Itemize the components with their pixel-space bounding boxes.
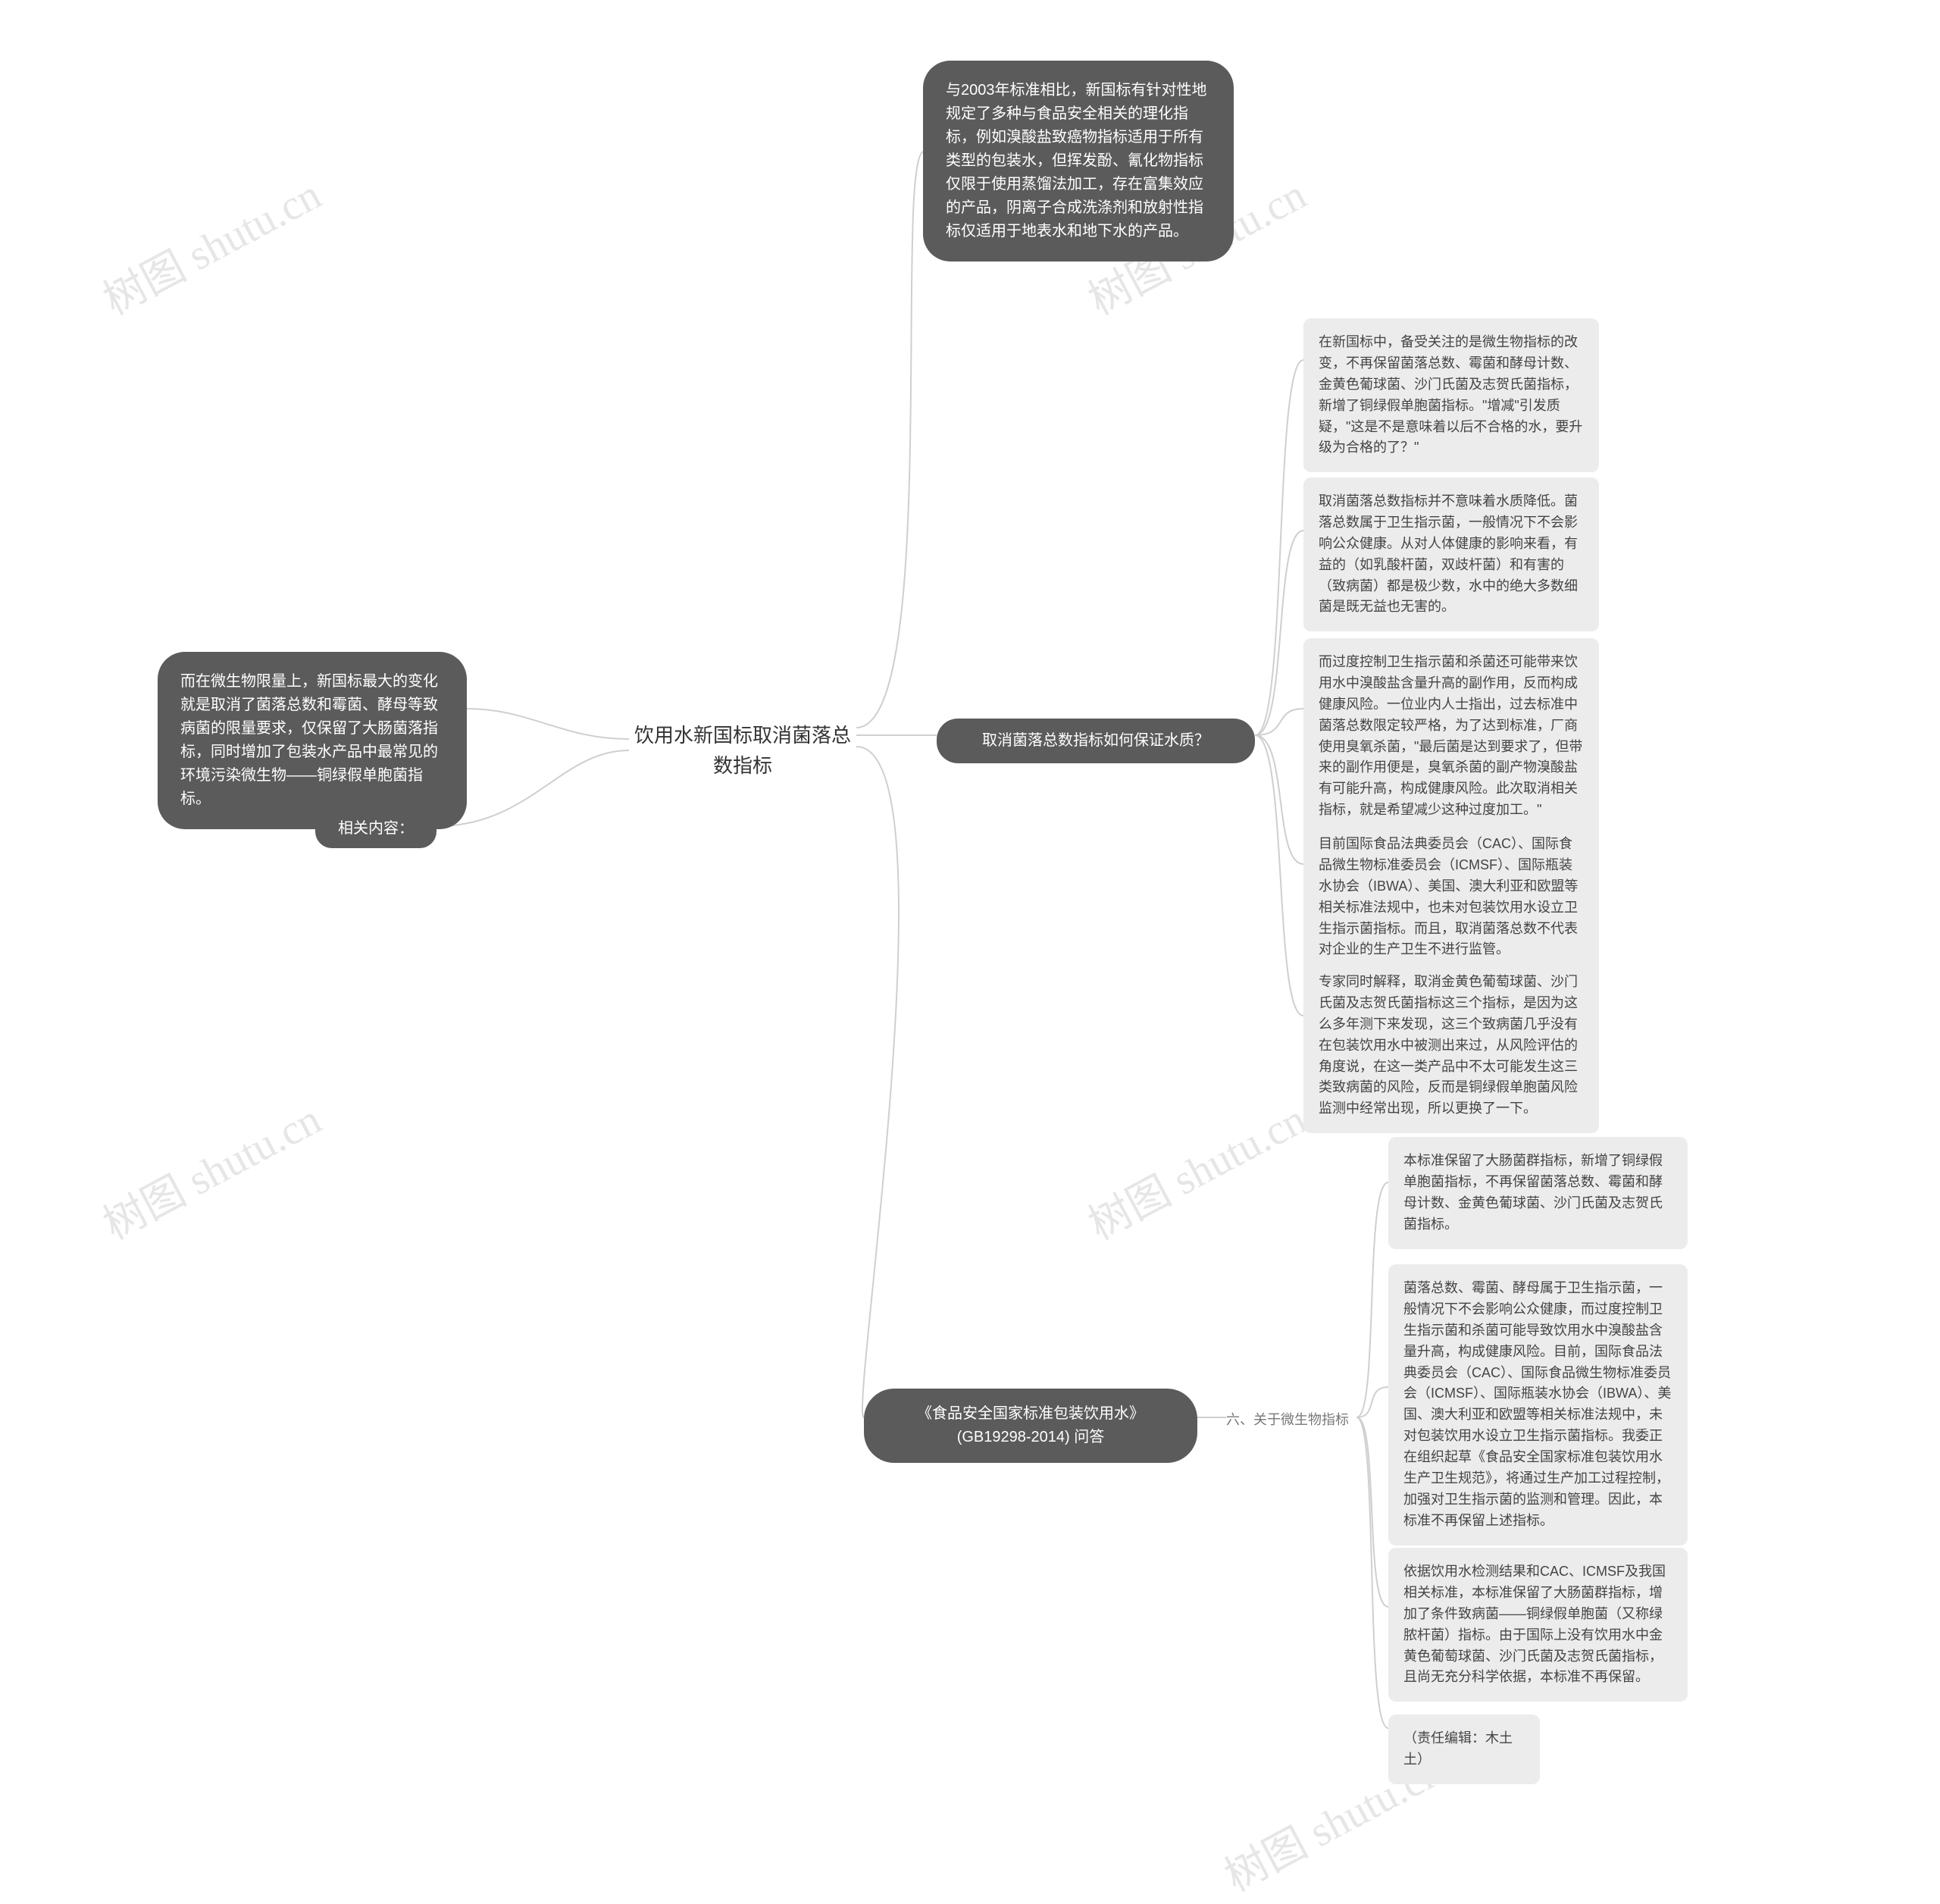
branch1-item[interactable]: 在新国标中，备受关注的是微生物指标的改变，不再保留菌落总数、霉菌和酵母计数、金黄… [1303, 318, 1599, 472]
left-node-1[interactable]: 而在微生物限量上，新国标最大的变化就是取消了菌落总数和霉菌、酵母等致病菌的限量要… [158, 652, 467, 829]
mindmap-canvas: 树图 shutu.cn 树图 shutu.cn 树图 shutu.cn 树图 s… [0, 0, 1940, 1855]
watermark: 树图 shutu.cn [91, 1085, 330, 1251]
branch1-item[interactable]: 而过度控制卫生指示菌和杀菌还可能带来饮用水中溴酸盐含量升高的副作用，反而构成健康… [1303, 638, 1599, 835]
left-node-2[interactable]: 相关内容： [315, 810, 436, 848]
branch1-item[interactable]: 专家同时解释，取消金黄色葡萄球菌、沙门氏菌及志贺氏菌指标这三个指标，是因为这么多… [1303, 958, 1599, 1133]
branch2-item[interactable]: 本标准保留了大肠菌群指标，新增了铜绿假单胞菌指标，不再保留菌落总数、霉菌和酵母计… [1388, 1137, 1688, 1249]
watermark: 树图 shutu.cn [91, 161, 330, 327]
branch2-item[interactable]: 菌落总数、霉菌、酵母属于卫生指示菌，一般情况下不会影响公众健康，而过度控制卫生指… [1388, 1264, 1688, 1545]
branch2-sublabel[interactable]: 六、关于微生物指标 [1226, 1410, 1349, 1431]
root-node[interactable]: 饮用水新国标取消菌落总数指标 [629, 720, 856, 781]
branch1-label[interactable]: 取消菌落总数指标如何保证水质？ [937, 719, 1255, 763]
branch1-item[interactable]: 目前国际食品法典委员会（CAC）、国际食品微生物标准委员会（ICMSF）、国际瓶… [1303, 820, 1599, 974]
branch1-item[interactable]: 取消菌落总数指标并不意味着水质降低。菌落总数属于卫生指示菌，一般情况下不会影响公… [1303, 478, 1599, 631]
branch2-item[interactable]: 依据饮用水检测结果和CAC、ICMSF及我国相关标准，本标准保留了大肠菌群指标，… [1388, 1548, 1688, 1702]
branch2-item-editor[interactable]: （责任编辑：木土土） [1388, 1715, 1540, 1784]
right-top-node[interactable]: 与2003年标准相比，新国标有针对性地规定了多种与食品安全相关的理化指标，例如溴… [923, 61, 1234, 261]
watermark: 树图 shutu.cn [1076, 1085, 1315, 1251]
branch2-label[interactable]: 《食品安全国家标准包装饮用水》(GB19298-2014) 问答 [864, 1389, 1197, 1463]
